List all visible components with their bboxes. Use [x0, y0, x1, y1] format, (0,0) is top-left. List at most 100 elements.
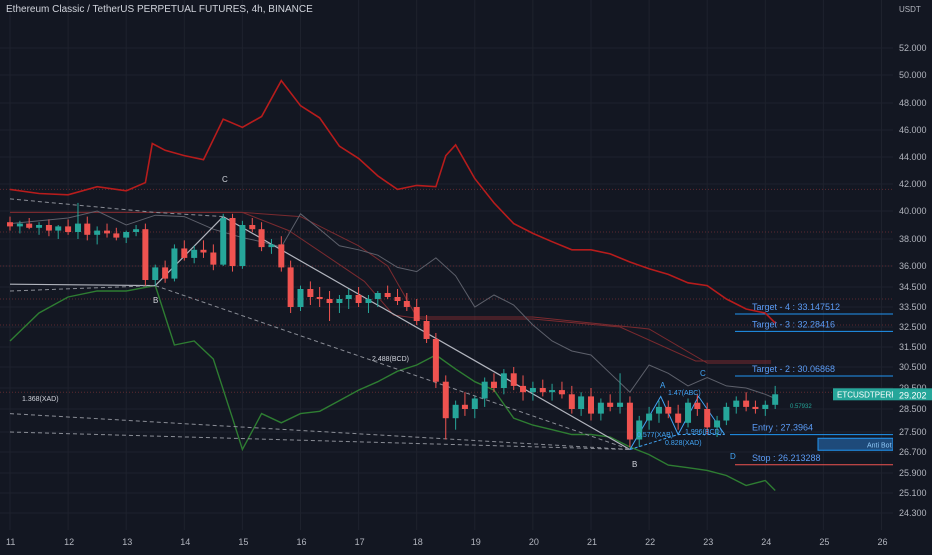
target-levels: Target - 4 : 33.147512 Target - 3 : 32.28…: [0, 188, 894, 466]
candle-body: [336, 299, 343, 303]
currency-label: USDT: [899, 5, 921, 14]
price-tick-label: 38.000: [899, 234, 927, 244]
time-tick-label: 18: [413, 537, 423, 547]
candle-body: [104, 230, 111, 234]
price-axis-background: [893, 0, 932, 550]
time-tick-label: 23: [703, 537, 713, 547]
time-tick-label: 13: [122, 537, 132, 547]
time-axis-background: [0, 532, 932, 550]
target-3-label: Target - 3 : 32.28416: [752, 319, 835, 329]
label-A_right: A: [660, 381, 666, 390]
candle-body: [133, 229, 140, 232]
label-bcd_right: 1.996(BCD): [685, 429, 722, 436]
candle-body: [278, 244, 285, 268]
price-tag-value-box: [893, 388, 932, 401]
candle-body: [45, 225, 52, 231]
candle-body: [423, 321, 430, 339]
candle-body: [94, 230, 101, 235]
price-tick-label: 30.500: [899, 362, 927, 372]
candle-body: [452, 404, 459, 419]
candle-body: [549, 390, 556, 393]
candle-body: [588, 396, 594, 414]
time-tick-label: 12: [64, 537, 74, 547]
time-tick-label: 25: [819, 537, 829, 547]
price-tag-symbol-box: [833, 388, 893, 401]
candle-body: [520, 385, 527, 393]
candle-body: [229, 218, 236, 266]
price-tick-label: 48.000: [899, 98, 927, 108]
candle-body: [743, 400, 750, 407]
candle-body: [733, 400, 740, 407]
candle-body: [636, 420, 643, 440]
price-tick-label: 26.700: [899, 447, 927, 457]
candle-body: [326, 299, 333, 303]
candle-body: [694, 402, 701, 409]
label-xad_right: 0.828(XAD): [665, 440, 702, 447]
label-xab: 0.577(XAB): [637, 432, 673, 439]
time-axis: 11 12 13 14 15 16 17 18 19 20 21 22 23 24 25 26: [0, 532, 932, 550]
candle-body: [74, 223, 81, 232]
candle-body: [258, 229, 265, 248]
candle-body: [646, 413, 653, 421]
time-tick-label: 22: [645, 537, 655, 547]
candle-body: [384, 293, 391, 297]
candle-body: [529, 388, 536, 393]
price-tick-label: 36.000: [899, 261, 927, 271]
candle-body: [200, 249, 207, 253]
candle-body: [220, 218, 227, 265]
candle-body: [626, 402, 633, 440]
label-abc: 1.47(ABC): [668, 390, 701, 397]
harmonic-dashed-line: [9, 285, 156, 292]
candle-body: [355, 295, 362, 303]
candle-body: [413, 307, 420, 321]
time-tick-label: 15: [238, 537, 248, 547]
candle-body: [675, 413, 682, 423]
upper-band-line: [9, 79, 776, 324]
candle-body: [578, 396, 585, 409]
candle-body: [345, 295, 352, 299]
time-tick-label: 21: [587, 537, 597, 547]
label-C_right: C: [700, 369, 706, 378]
candle-body: [65, 226, 72, 232]
price-tick-label: 25.100: [899, 488, 927, 498]
candle-body: [442, 381, 449, 419]
candle-body: [607, 402, 614, 407]
envelope-line: [10, 211, 772, 362]
label-small_price: 0.57932: [790, 404, 812, 410]
time-tick-label: 11: [6, 537, 15, 547]
candle-body: [665, 406, 672, 414]
stop-label: Stop : 26.213288: [752, 453, 821, 463]
price-tick-label: 27.500: [899, 427, 927, 437]
candle-body: [490, 381, 497, 388]
candle-body: [500, 373, 507, 388]
candle-body: [597, 402, 604, 414]
price-tag-symbol: ETCUSDTPERP: [837, 390, 897, 399]
candle-body: [365, 299, 372, 303]
candle-body: [36, 225, 43, 228]
target-2-label: Target - 2 : 30.06868: [752, 364, 835, 374]
bands: [9, 79, 776, 491]
candle-body: [123, 232, 130, 238]
harmonic-line: [9, 283, 156, 287]
candle-body: [239, 225, 246, 266]
candle-body: [558, 390, 565, 395]
time-tick-label: 24: [761, 537, 771, 547]
label-D_right: D: [730, 452, 736, 461]
price-tick-label: 32.500: [899, 322, 927, 332]
candle-body: [181, 248, 188, 258]
price-tick-label: 25.900: [899, 468, 927, 478]
price-tick-label: 42.000: [899, 179, 927, 189]
label-C_top: C: [222, 175, 228, 184]
candle-body: [26, 223, 33, 228]
chart-title: Ethereum Classic / TetherUS PERPETUAL FU…: [6, 4, 313, 15]
label-bcd_left: 2.488(BCD): [372, 356, 409, 363]
candle-body: [142, 229, 149, 280]
price-tick-label: 28.500: [899, 404, 927, 414]
candle-body: [316, 297, 323, 299]
candle-body: [162, 267, 169, 279]
candle-body: [403, 301, 410, 307]
candle-body: [685, 402, 692, 423]
candle-body: [568, 394, 575, 409]
